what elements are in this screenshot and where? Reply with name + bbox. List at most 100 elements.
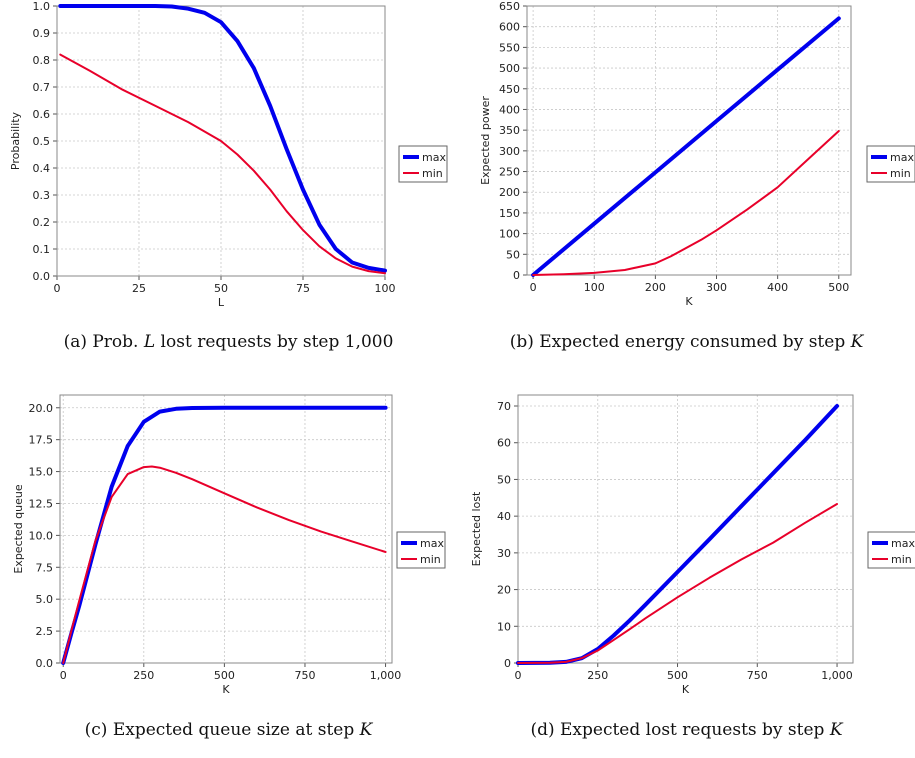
x-tick-label: 250: [133, 669, 154, 682]
caption-d: (d) Expected lost requests by step K: [458, 720, 915, 740]
y-tick-label: 550: [499, 41, 520, 54]
y-tick-label: 0: [513, 269, 520, 282]
x-axis-label: L: [218, 296, 225, 309]
x-tick-label: 750: [747, 669, 768, 682]
y-tick-label: 0.5: [33, 135, 51, 148]
y-tick-label: 1.0: [33, 0, 51, 13]
x-axis-label: K: [685, 295, 693, 308]
y-tick-label: 200: [499, 186, 520, 199]
plot-frame-c: [59, 394, 393, 664]
chart-d: 0 10 20 30 40 50 60 70 0 250 500 750 1,000 K Expected …: [470, 394, 915, 696]
y-tick-label: 500: [499, 62, 520, 75]
legend-box: [398, 145, 448, 183]
x-tick-label: 0: [54, 282, 61, 295]
y-tick-label: 150: [499, 207, 520, 220]
x-tick-label: 1,000: [821, 669, 853, 682]
chart-a: 0.0 0.1 0.2 0.3 0.4 0.5 0.6 0.7 0.8 0.9 1.0 0 25 50 75…: [9, 0, 448, 309]
y-tick-label: 12.5: [29, 497, 54, 510]
plot-frame-d: [517, 394, 854, 664]
y-tick-label: 0.7: [33, 81, 51, 94]
y-tick-label: 100: [499, 228, 520, 241]
x-tick-label: 400: [767, 281, 788, 294]
legend-box: [867, 531, 915, 569]
legend-b: max min: [866, 145, 915, 183]
y-tick-label: 15.0: [29, 466, 54, 479]
x-tick-label: 100: [375, 282, 396, 295]
caption-c-text: (c) Expected queue size at step: [84, 720, 360, 740]
x-tick-label: 50: [214, 282, 228, 295]
legend-d: max min: [867, 531, 915, 569]
legend-label-min: min: [890, 167, 911, 180]
caption-d-var: K: [829, 720, 843, 740]
y-tick-label: 20: [497, 584, 511, 597]
caption-b: (b) Expected energy consumed by step K: [458, 332, 915, 352]
caption-c: (c) Expected queue size at step K: [0, 720, 457, 740]
caption-a-var: L: [143, 332, 156, 352]
caption-b-var: K: [850, 332, 864, 352]
x-tick-label: 0: [530, 281, 537, 294]
chart-b: 0 50 100 150 200 250 300 350 400 450 500 550 600 650 0…: [479, 0, 915, 308]
x-tick-label: 250: [587, 669, 608, 682]
plot-area-c: [60, 395, 392, 663]
plot-frame-b: [526, 5, 852, 276]
legend-label-max: max: [891, 537, 915, 550]
legend-label-min: min: [422, 167, 443, 180]
y-tick-label: 70: [497, 400, 511, 413]
x-tick-label: 300: [706, 281, 727, 294]
legend-box: [396, 531, 446, 569]
series-line-max: [531, 16, 841, 277]
series-line-min: [517, 503, 838, 664]
y-tick-label: 30: [497, 547, 511, 560]
x-tick-label: 0: [515, 669, 522, 682]
x-tick-label: 25: [132, 282, 146, 295]
y-axis-label: Expected queue: [12, 484, 25, 574]
series-line-max: [61, 405, 388, 665]
x-tick-label: 500: [214, 669, 235, 682]
legend-label-max: max: [420, 537, 444, 550]
x-axis-label: K: [682, 683, 690, 696]
y-tick-label: 0.4: [33, 162, 51, 175]
x-tick-label: 1,000: [370, 669, 402, 682]
y-tick-label: 0.0: [36, 657, 54, 670]
caption-c-var: K: [359, 720, 373, 740]
y-tick-label: 350: [499, 124, 520, 137]
y-tick-label: 10.0: [29, 529, 54, 542]
x-axis-label: K: [222, 683, 230, 696]
y-tick-label: 250: [499, 166, 520, 179]
series-line-min: [59, 53, 386, 275]
legend-label-min: min: [891, 553, 912, 566]
plot-frame-a: [56, 5, 386, 277]
y-tick-label: 0.8: [33, 54, 51, 67]
chart-panel-b: 0 50 100 150 200 250 300 350 400 450 500 550 600 650 0…: [458, 0, 915, 378]
y-tick-label: 0.2: [33, 216, 51, 229]
y-axis-label: Expected lost: [470, 491, 483, 566]
y-tick-label: 300: [499, 145, 520, 158]
y-axis-label: Probability: [9, 111, 22, 170]
y-tick-label: 5.0: [36, 593, 54, 606]
x-tick-label: 100: [584, 281, 605, 294]
chart-panel-d: 0 10 20 30 40 50 60 70 0 250 500 750 1,000 K Expected …: [458, 380, 915, 758]
y-tick-label: 0.6: [33, 108, 51, 121]
y-tick-label: 0.3: [33, 189, 51, 202]
series-line-min: [62, 465, 387, 664]
legend-label-max: max: [890, 151, 914, 164]
legend-label-min: min: [420, 553, 441, 566]
caption-b-text: (b) Expected energy consumed by step: [509, 332, 851, 352]
y-tick-label: 650: [499, 0, 520, 13]
y-tick-label: 50: [506, 248, 520, 261]
y-tick-label: 2.5: [36, 625, 54, 638]
series-line-min: [532, 130, 840, 276]
caption-a-text: (a) Prob.: [63, 332, 144, 352]
y-tick-label: 0.1: [33, 243, 51, 256]
y-tick-label: 17.5: [29, 434, 54, 447]
y-tick-label: 50: [497, 473, 511, 486]
y-tick-label: 7.5: [36, 561, 54, 574]
y-tick-label: 450: [499, 83, 520, 96]
x-tick-label: 500: [667, 669, 688, 682]
legend-label-max: max: [422, 151, 446, 164]
x-tick-label: 500: [828, 281, 849, 294]
y-axis-label: Expected power: [479, 96, 492, 185]
y-tick-label: 0.9: [33, 27, 51, 40]
legend-box: [866, 145, 915, 183]
x-tick-label: 750: [294, 669, 315, 682]
